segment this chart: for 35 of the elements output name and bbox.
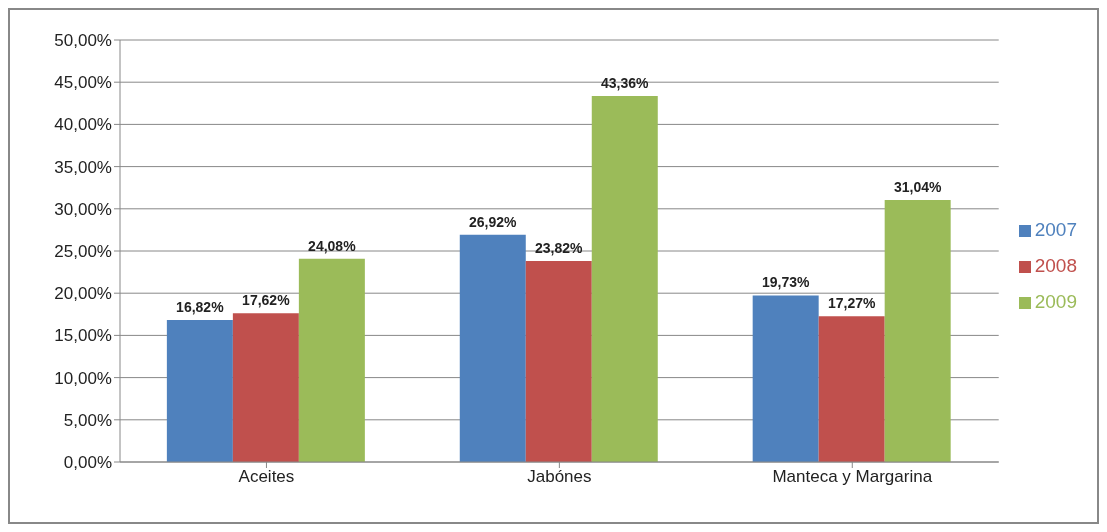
bar	[298, 258, 365, 462]
legend-label: 2009	[1034, 291, 1077, 312]
data-label: 26,92%	[469, 213, 518, 230]
y-tick-label: 35,00%	[54, 157, 112, 177]
data-label: 17,27%	[827, 295, 876, 312]
y-tick-label: 0,00%	[63, 453, 112, 473]
data-label: 31,04%	[893, 179, 942, 196]
x-tick-label: Manteca y Margarina	[772, 467, 933, 487]
data-label: 16,82%	[176, 299, 225, 316]
bar	[166, 320, 233, 462]
data-label: 24,08%	[308, 237, 357, 254]
data-label: 23,82%	[535, 239, 584, 256]
x-tick-label: Jabónes	[527, 467, 592, 487]
data-label: 43,36%	[601, 75, 650, 92]
y-tick-label: 45,00%	[54, 73, 112, 93]
y-tick-label: 25,00%	[54, 242, 112, 262]
bar	[818, 316, 885, 462]
bar	[884, 200, 951, 462]
y-tick-label: 40,00%	[54, 115, 112, 135]
legend-label: 2008	[1034, 255, 1077, 276]
data-label: 17,62%	[242, 292, 291, 309]
y-tick-label: 10,00%	[54, 368, 112, 388]
bar	[525, 260, 592, 462]
bar	[459, 234, 526, 462]
y-tick-label: 50,00%	[54, 31, 112, 51]
data-label: 19,73%	[761, 274, 810, 291]
bar	[752, 295, 819, 462]
bar	[232, 313, 299, 462]
y-tick-label: 15,00%	[54, 326, 112, 346]
y-tick-label: 5,00%	[63, 410, 112, 430]
legend-label: 2007	[1034, 219, 1077, 240]
y-tick-label: 20,00%	[54, 284, 112, 304]
bar	[591, 96, 658, 462]
y-tick-label: 30,00%	[54, 199, 112, 219]
x-tick-label: Aceites	[238, 467, 295, 487]
